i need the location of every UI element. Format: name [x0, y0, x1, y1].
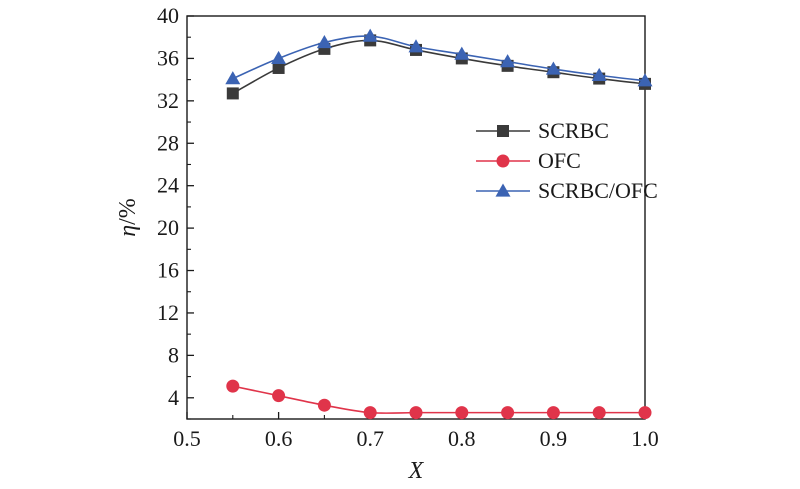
- legend-marker-ofc: [496, 154, 510, 168]
- y-tick-label: 32: [157, 88, 179, 113]
- plot-frame: [186, 15, 646, 420]
- data-point-scrbc-ofc: [591, 67, 607, 82]
- data-point-scrbc-ofc: [545, 61, 561, 75]
- y-tick-label: 12: [157, 300, 179, 325]
- data-point-ofc: [501, 406, 515, 420]
- y-tick-label: 24: [157, 173, 179, 198]
- data-point-ofc: [409, 406, 423, 420]
- series-ofc: [226, 379, 652, 420]
- series-line-scrbc: [232, 39, 646, 95]
- legend-item-scrbc: SCRBC: [476, 118, 609, 143]
- data-point-scrbc: [226, 87, 239, 100]
- legend-marker-scrbc: [497, 125, 509, 137]
- series-line-ofc: [232, 385, 646, 414]
- data-point-ofc: [226, 379, 240, 393]
- series-line-scrbc-ofc: [232, 35, 646, 82]
- x-tick-label: 1.0: [631, 426, 659, 451]
- legend-label-scrbc-ofc: SCRBC/OFC: [538, 178, 658, 203]
- data-point-scrbc-ofc: [362, 28, 378, 42]
- y-tick-label: 28: [157, 130, 179, 155]
- x-axis-title: X: [408, 458, 425, 484]
- data-point-scrbc-ofc: [637, 73, 653, 87]
- y-axis-symbol: η: [115, 225, 141, 237]
- data-point-ofc: [317, 398, 331, 412]
- data-point-scrbc-ofc: [225, 71, 241, 85]
- series-layer: [225, 28, 653, 420]
- data-point-scrbc-ofc: [271, 50, 287, 65]
- y-tick-label: 16: [157, 258, 179, 283]
- series-scrbc-ofc: [225, 28, 653, 87]
- legend: SCRBC OFC SCRBC/OFC: [476, 118, 658, 203]
- x-tick-label: 0.7: [356, 426, 384, 451]
- data-point-ofc: [272, 389, 286, 403]
- y-tick-label: 4: [168, 385, 179, 410]
- series-scrbc: [226, 34, 651, 100]
- data-point-scrbc-ofc: [454, 46, 470, 60]
- data-point-ofc: [592, 406, 606, 420]
- y-tick-label: 36: [157, 45, 179, 70]
- y-axis-ticks: 4 8 12 16 20 24 28 32 36 40: [157, 3, 194, 420]
- data-point-scrbc: [272, 61, 285, 74]
- plot-border: [186, 15, 646, 420]
- legend-marker-scrbc-ofc: [495, 183, 511, 197]
- legend-label-ofc: OFC: [538, 148, 581, 173]
- y-axis-title: η/%: [115, 198, 141, 237]
- y-tick-label: 8: [168, 342, 179, 367]
- y-tick-label: 40: [157, 3, 179, 28]
- x-tick-label: 0.8: [448, 426, 476, 451]
- x-tick-label: 0.9: [540, 426, 568, 451]
- data-point-ofc: [455, 406, 469, 420]
- x-tick-label: 0.6: [265, 426, 293, 451]
- data-point-scrbc-ofc: [316, 35, 332, 49]
- data-point-ofc: [363, 406, 377, 420]
- data-point-scrbc-ofc: [408, 39, 424, 53]
- legend-item-scrbc-ofc: SCRBC/OFC: [476, 178, 658, 203]
- y-tick-label: 20: [157, 215, 179, 240]
- legend-item-ofc: OFC: [476, 148, 581, 173]
- data-point-ofc: [638, 406, 652, 420]
- x-tick-label: 0.5: [173, 426, 201, 451]
- legend-label-scrbc: SCRBC: [538, 118, 609, 143]
- data-point-ofc: [546, 406, 560, 420]
- y-axis-unit: /%: [115, 198, 141, 225]
- data-point-scrbc-ofc: [500, 54, 516, 68]
